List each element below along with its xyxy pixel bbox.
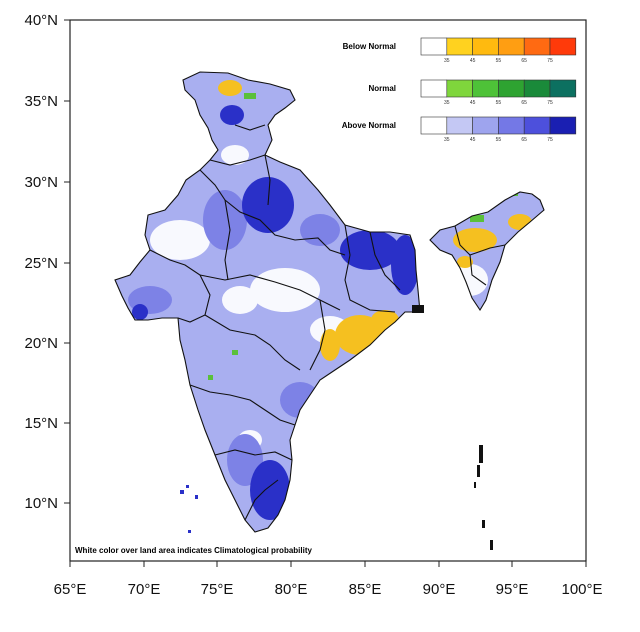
legend-swatch	[498, 79, 525, 98]
lat-tick-label: 15°N	[24, 415, 58, 432]
legend-tick-label: 45	[470, 137, 476, 143]
lon-tick-label: 95°E	[496, 581, 529, 598]
lon-tick-label: 90°E	[423, 581, 456, 598]
legend-tick-label: 35	[444, 58, 450, 64]
lat-tick-label: 25°N	[24, 255, 58, 272]
legend-tick-label: 35	[444, 100, 450, 106]
lon-tick-marks	[69, 561, 587, 567]
legend-tick-label: 75	[547, 137, 553, 143]
legend-swatch	[523, 37, 551, 56]
legend: Below Normal 35 45 55 65 75 Normal 35 45 55 65 75 Ab…	[342, 37, 577, 143]
legend-swatch	[523, 116, 551, 135]
legend-swatch	[420, 116, 448, 135]
legend-swatch	[498, 37, 525, 56]
legend-swatch	[523, 79, 551, 98]
legend-swatch	[420, 79, 448, 98]
legend-tick-label: 65	[521, 58, 527, 64]
lat-tick-label: 35°N	[24, 93, 58, 110]
legend-tick-label: 75	[547, 100, 553, 106]
legend-swatch	[549, 116, 577, 135]
lat-tick-label: 30°N	[24, 174, 58, 191]
lat-tick-label: 10°N	[24, 495, 58, 512]
lat-tick-label: 20°N	[24, 335, 58, 352]
legend-tick-label: 55	[496, 137, 502, 143]
legend-tick-label: 45	[470, 58, 476, 64]
legend-tick-label: 65	[521, 137, 527, 143]
lat-tick-marks	[64, 19, 70, 504]
legend-tick-label: 45	[470, 100, 476, 106]
legend-title: Above Normal	[342, 121, 396, 130]
legend-swatch	[446, 116, 473, 135]
state-boundaries	[114, 71, 545, 533]
lakshadweep-islands	[180, 485, 198, 533]
andaman-nicobar-islands	[412, 305, 493, 550]
legend-swatch	[472, 79, 499, 98]
legend-swatch	[472, 37, 499, 56]
lon-tick-label: 100°E	[561, 581, 602, 598]
legend-tick-label: 55	[496, 100, 502, 106]
above-normal-strong-patches	[132, 105, 419, 520]
legend-tick-label: 65	[521, 100, 527, 106]
legend-swatch	[472, 116, 499, 135]
legend-tick-label: 35	[444, 137, 450, 143]
lon-tick-label: 85°E	[349, 581, 382, 598]
legend-swatch	[446, 79, 473, 98]
climatology-note: White color over land area indicates Cli…	[75, 546, 312, 555]
lon-tick-label: 70°E	[128, 581, 161, 598]
legend-tick-label: 75	[547, 58, 553, 64]
lat-tick-labels: 10°N 15°N 20°N 25°N 30°N 35°N 40°N	[24, 12, 58, 512]
legend-swatch	[498, 116, 525, 135]
lon-tick-label: 75°E	[201, 581, 234, 598]
lon-tick-label: 80°E	[275, 581, 308, 598]
legend-swatch	[549, 37, 577, 56]
legend-tick-label: 55	[496, 58, 502, 64]
lon-tick-labels: 65°E 70°E 75°E 80°E 85°E 90°E 95°E 100°E	[54, 581, 603, 598]
legend-title: Normal	[368, 84, 396, 93]
legend-swatch	[549, 79, 577, 98]
lat-tick-label: 40°N	[24, 12, 58, 29]
legend-title: Below Normal	[343, 42, 396, 51]
legend-swatch	[446, 37, 473, 56]
legend-swatch	[420, 37, 448, 56]
lon-tick-label: 65°E	[54, 581, 87, 598]
